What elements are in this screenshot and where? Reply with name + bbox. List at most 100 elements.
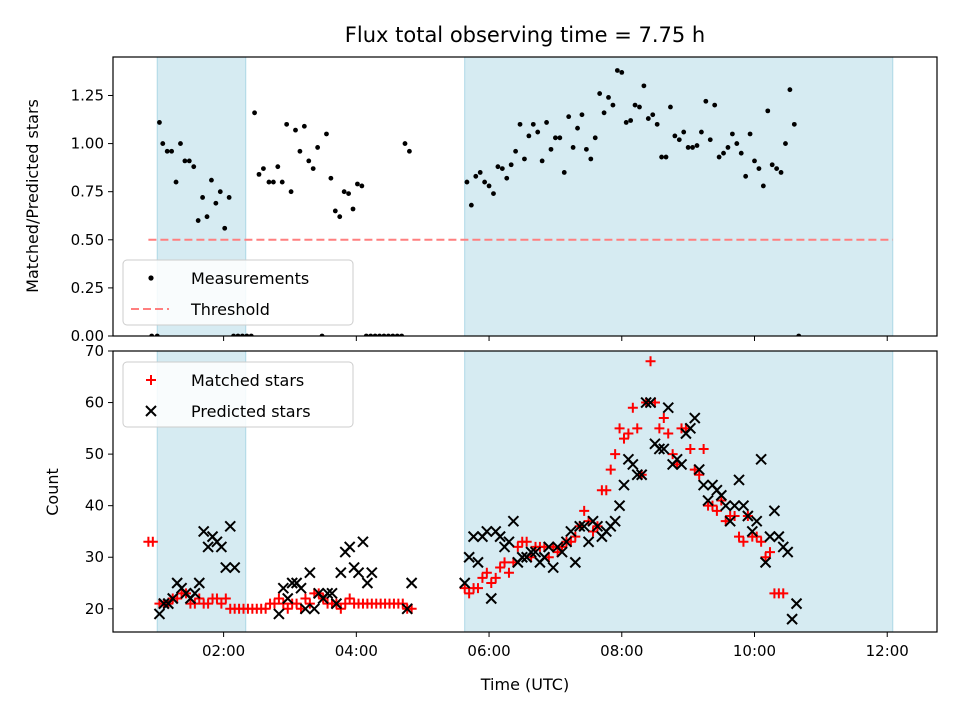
measurement-point [760, 183, 766, 189]
matched-star-point [618, 433, 629, 444]
predicted-star-point [697, 479, 710, 491]
legend-measurement-swatch [148, 275, 154, 281]
predicted-star-point [547, 561, 559, 574]
x-tick-label: 08:00 [600, 642, 643, 660]
predicted-star-point [335, 566, 347, 579]
plot-area [143, 351, 894, 632]
measurement-point [301, 123, 307, 129]
measurement-point [619, 69, 625, 75]
predicted-star-point [569, 556, 582, 569]
predicted-star-point [286, 577, 298, 589]
measurement-point [778, 170, 784, 175]
y-tick-label: 0.75 [71, 183, 104, 201]
measurement-point [169, 148, 175, 154]
predicted-star-point [662, 402, 674, 414]
measurement-point [209, 177, 214, 183]
matched-star-point [601, 485, 612, 496]
predicted-star-point [556, 546, 568, 558]
y-tick-label: 30 [85, 548, 104, 566]
y-tick-label: 20 [85, 600, 104, 618]
measurement-point [217, 189, 223, 195]
predicted-star-point [516, 551, 528, 563]
measurement-point [359, 183, 365, 189]
matched-star-point [778, 588, 789, 599]
matched-star-point [623, 428, 634, 439]
legend-box [122, 259, 354, 326]
measurement-point [178, 141, 183, 146]
measurement-point [752, 158, 757, 164]
matched-star-point [260, 603, 271, 614]
predicted-star-point [591, 520, 604, 533]
measurement-point [530, 121, 536, 127]
matched-star-point [614, 423, 625, 434]
measurement-point [774, 166, 780, 172]
predicted-star-point [764, 530, 776, 543]
matched-star-point [495, 562, 506, 573]
matched-star-point [340, 598, 351, 609]
predicted-star-point [357, 536, 369, 548]
measurement-point [769, 162, 775, 168]
measurement-point [517, 121, 523, 127]
predicted-star-point [299, 603, 312, 615]
measurement-point [270, 179, 276, 185]
measurement-point [468, 202, 474, 208]
matched-star-point [756, 536, 767, 547]
legend-label: Measurements [191, 269, 309, 288]
measurement-point [491, 191, 496, 197]
x-tick-label: 12:00 [866, 642, 909, 660]
predicted-star-point [343, 541, 356, 553]
measurement-point [288, 189, 294, 195]
predicted-star-point [326, 587, 338, 600]
matched-star-point [216, 598, 227, 609]
measurement-point [324, 131, 329, 137]
matched-star-point [645, 356, 656, 367]
predicted-star-point [463, 551, 475, 563]
measurement-point [350, 206, 356, 212]
predicted-star-point [640, 396, 652, 409]
legend: Matched stars Predicted stars [122, 361, 354, 428]
predicted-star-point [352, 566, 365, 579]
y-tick-label: 40 [85, 497, 104, 515]
matched-star-point [632, 423, 643, 434]
predicted-star-point [751, 515, 763, 527]
measurement-point [284, 121, 290, 127]
matched-star-point [464, 588, 475, 599]
y-tick-label: 1.25 [71, 86, 104, 104]
x-tick-label: 06:00 [467, 642, 510, 660]
measurement-point [694, 143, 700, 148]
observing-interval-band [464, 57, 893, 336]
measurement-point [222, 225, 228, 231]
measurement-point [699, 129, 704, 135]
measurement-point [721, 150, 726, 156]
axes-frame [112, 350, 938, 633]
measurement-point [495, 164, 501, 170]
chart-title: Flux total observing time = 7.75 h [345, 23, 705, 47]
measurement-point [716, 154, 722, 160]
matched-star-point [486, 578, 497, 589]
matched-star-point [344, 593, 355, 604]
measurement-point [548, 146, 554, 152]
matched-star-point [512, 541, 523, 552]
measurement-point [328, 175, 334, 181]
predicted-star-point [635, 469, 648, 481]
matched-star-point [627, 402, 638, 413]
measurement-point [204, 214, 210, 220]
measurement-point [707, 137, 713, 143]
measurement-point [157, 120, 162, 125]
measurement-point [734, 141, 740, 146]
measurement-point [583, 146, 589, 152]
predicted-star-point [627, 458, 639, 471]
predicted-star-point [781, 546, 794, 558]
top-panel: Flux total observing time = 7.75 h Match… [23, 23, 938, 345]
measurement-point [575, 125, 580, 131]
predicted-star-point [773, 530, 785, 543]
measurement-point [332, 208, 338, 214]
predicted-star-point [578, 520, 590, 533]
predicted-star-point [543, 541, 555, 553]
predicted-star-point [330, 597, 343, 610]
matched-star-point [698, 443, 709, 454]
measurement-point [566, 114, 572, 120]
predicted-star-point [733, 474, 745, 486]
matched-star-point [282, 603, 293, 614]
matched-star-point [711, 505, 722, 516]
